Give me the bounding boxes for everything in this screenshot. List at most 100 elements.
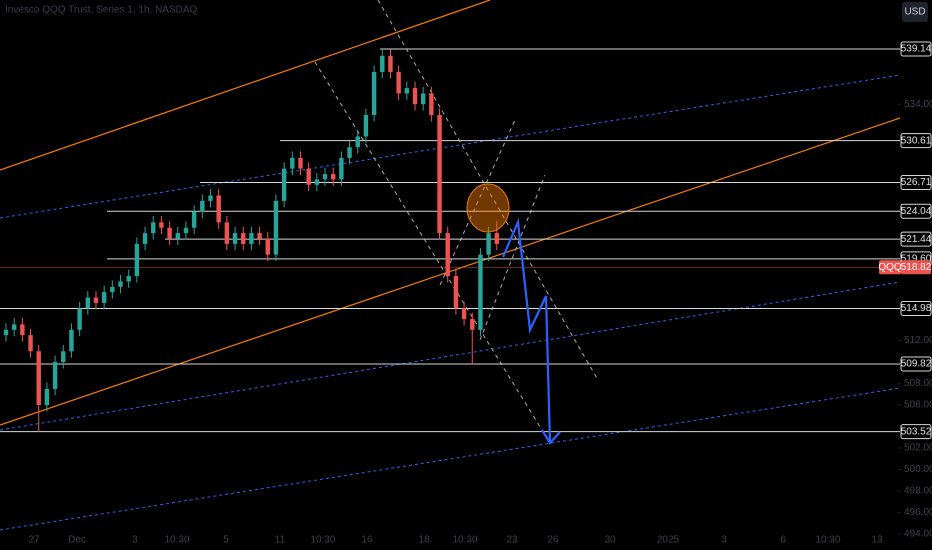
candle-body: [371, 71, 377, 115]
candle-body: [486, 233, 491, 255]
level-label: 539.14: [901, 44, 932, 55]
y-tick-label: 534.00: [904, 99, 932, 110]
candle-body: [290, 157, 295, 169]
y-tick-label: 500.00: [904, 464, 932, 475]
y-tick-label: 512.00: [904, 335, 932, 346]
candle-body: [339, 157, 344, 180]
trend-line: [377, 0, 599, 381]
x-tick-label: 10:30: [164, 535, 189, 546]
level-label-box: [900, 203, 932, 219]
level-label: 530.61: [901, 135, 932, 146]
candle-body: [44, 388, 50, 405]
candle-body: [322, 174, 328, 180]
candle-body: [175, 233, 180, 239]
x-tick-label: Dec: [68, 535, 86, 546]
candle-body: [388, 55, 393, 72]
x-tick-label: 16: [361, 535, 373, 546]
candle-body: [380, 55, 385, 72]
level-label: 503.52: [901, 426, 932, 437]
x-tick-label: 3: [132, 535, 138, 546]
candle-body: [273, 200, 279, 255]
candle-body: [412, 88, 418, 105]
candle-body: [306, 168, 311, 185]
candle-body: [200, 200, 205, 212]
candle-body: [470, 319, 475, 330]
candle-body: [61, 351, 66, 363]
last-price-box: [901, 260, 931, 275]
candle-body: [93, 297, 99, 303]
candle-body: [461, 308, 467, 320]
x-tick-label: 5: [223, 535, 229, 546]
channel-line: [0, 281, 901, 431]
level-label: 524.04: [901, 206, 932, 217]
x-tick-label: 10:30: [815, 535, 840, 546]
price-axis: 534.00 512.00 508.00 506.00 502.00 500.00 498.…: [28, 99, 932, 546]
candle-body: [249, 233, 254, 244]
candle-body: [314, 179, 320, 185]
candle-body: [363, 114, 369, 137]
candle-body: [453, 276, 459, 309]
candle-body: [191, 211, 197, 228]
x-tick-label: 13: [871, 535, 883, 546]
candle-body: [142, 233, 148, 244]
candle-body: [208, 195, 213, 201]
y-tick-label: 508.00: [904, 378, 932, 389]
x-tick-label: 10:30: [310, 535, 335, 546]
last-price-label: 518.82: [901, 262, 932, 273]
level-label-box: [900, 41, 932, 57]
level-label: 526.71: [901, 177, 932, 188]
candle-body: [85, 297, 90, 309]
candle-body: [298, 157, 303, 169]
x-tick-label: 10:30: [452, 535, 477, 546]
candle-body: [445, 233, 450, 277]
level-label-box: [900, 133, 932, 149]
level-label-box: [900, 301, 932, 317]
level-label: 509.82: [901, 359, 932, 370]
x-tick-label: 11: [275, 535, 286, 546]
projection-arrow: [501, 217, 552, 444]
symbol-label: QQQ: [878, 262, 902, 273]
candle-body: [134, 243, 140, 277]
candle-body: [159, 222, 164, 228]
channel-line: [0, 117, 901, 426]
candle-body: [167, 227, 172, 239]
y-tick-label: 498.00: [904, 486, 932, 497]
candle-body: [331, 174, 336, 180]
candle-body: [347, 147, 352, 158]
candle-body: [265, 238, 270, 255]
level-label-box: [900, 356, 932, 372]
candle-body: [355, 136, 360, 148]
channel-line: [0, 74, 901, 219]
currency-button[interactable]: [902, 2, 928, 22]
candle-body: [281, 168, 287, 201]
x-tick-label: 23: [506, 535, 518, 546]
candle-body: [478, 254, 483, 330]
candle-body: [224, 222, 230, 244]
level-label: 514.98: [901, 303, 932, 314]
x-tick-label: 6: [780, 535, 786, 546]
x-tick-label: 27: [28, 535, 40, 546]
x-tick-label: 3: [721, 535, 727, 546]
level-label: 519.60: [901, 254, 932, 265]
candle-body: [437, 114, 442, 234]
candle-body: [404, 88, 410, 94]
candle-body: [20, 324, 25, 336]
trend-line: [479, 174, 546, 341]
chart-title: Invesco QQQ Trust, Series 1, 1h, NASDAQ: [5, 5, 198, 16]
candle-body: [420, 93, 426, 105]
arrow-head: [541, 429, 561, 445]
highlight-circle: [466, 183, 510, 233]
candle-body: [69, 329, 74, 352]
candle-body: [101, 292, 107, 303]
candle-body: [28, 335, 33, 352]
currency-label[interactable]: USD: [904, 7, 925, 18]
candle-body: [241, 233, 246, 244]
symbol-box: [879, 260, 901, 275]
candle-body: [183, 227, 189, 234]
x-tick-label: 30: [604, 535, 616, 546]
candle-body: [429, 93, 434, 115]
candle-body: [494, 233, 499, 244]
x-tick-label: 18: [418, 535, 430, 546]
